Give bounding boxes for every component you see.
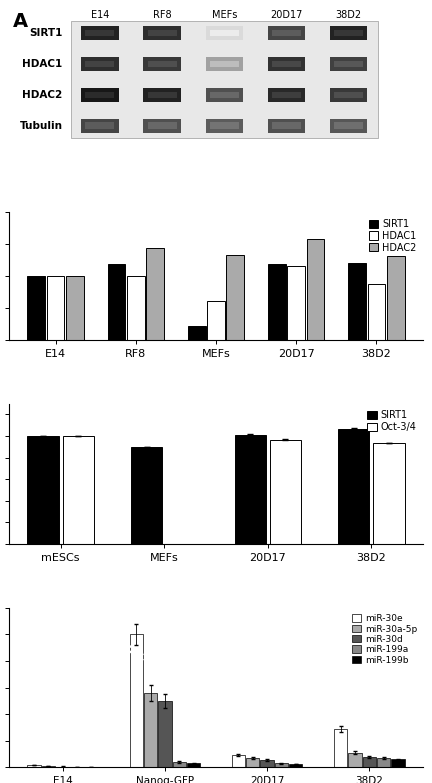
Bar	[368, 283, 385, 340]
Bar	[387, 256, 404, 340]
Bar	[127, 276, 145, 340]
Bar	[81, 119, 118, 132]
Bar	[226, 255, 244, 340]
Bar	[272, 92, 301, 98]
Bar	[275, 763, 288, 767]
Text: A: A	[13, 12, 28, 31]
Text: MEFs: MEFs	[212, 10, 237, 20]
Bar	[373, 443, 404, 783]
Bar	[148, 30, 177, 36]
Bar	[71, 21, 378, 138]
Bar	[272, 61, 301, 67]
Legend: SIRT1, Oct-3/4: SIRT1, Oct-3/4	[365, 409, 419, 435]
Bar	[158, 701, 172, 767]
Bar	[334, 122, 363, 129]
Bar	[307, 239, 324, 340]
Bar	[362, 756, 376, 767]
Bar	[268, 265, 286, 340]
Bar	[206, 119, 243, 132]
Bar	[272, 122, 301, 129]
Bar	[268, 57, 305, 71]
Bar	[330, 26, 367, 40]
Bar	[188, 326, 206, 340]
Bar	[187, 763, 200, 767]
Bar	[143, 26, 181, 40]
Bar	[289, 764, 302, 767]
Bar	[377, 758, 390, 767]
Bar	[210, 30, 239, 36]
Bar	[28, 436, 59, 783]
Bar	[130, 634, 143, 767]
Bar	[172, 762, 186, 767]
Bar	[235, 435, 266, 783]
Bar	[81, 88, 118, 102]
Bar	[28, 765, 41, 767]
Bar	[86, 92, 114, 98]
Bar	[348, 752, 362, 767]
Bar	[206, 57, 243, 71]
Bar	[206, 26, 243, 40]
Bar	[287, 266, 305, 340]
Bar	[210, 61, 239, 67]
Text: 20D17: 20D17	[270, 10, 303, 20]
Text: HDAC1: HDAC1	[22, 59, 63, 69]
Bar	[334, 92, 363, 98]
Text: RF8: RF8	[153, 10, 172, 20]
Bar	[86, 61, 114, 67]
Bar	[268, 119, 305, 132]
Bar	[81, 57, 118, 71]
Bar	[148, 122, 177, 129]
Bar	[338, 428, 369, 783]
Bar	[148, 61, 177, 67]
Text: SIRT1: SIRT1	[29, 28, 63, 38]
Bar	[348, 263, 366, 340]
Bar	[330, 119, 367, 132]
Bar	[86, 122, 114, 129]
Bar	[47, 276, 64, 340]
Bar	[86, 30, 114, 36]
Bar	[143, 119, 181, 132]
Bar	[246, 758, 260, 767]
Bar	[232, 756, 245, 767]
Text: 38D2: 38D2	[336, 10, 362, 20]
Bar	[206, 88, 243, 102]
Bar	[143, 88, 181, 102]
Bar	[334, 729, 347, 767]
Bar	[330, 88, 367, 102]
Bar	[210, 122, 239, 129]
Bar	[28, 276, 45, 340]
Bar	[330, 57, 367, 71]
Bar	[334, 30, 363, 36]
Bar	[81, 26, 118, 40]
Bar	[270, 440, 301, 783]
Bar	[143, 57, 181, 71]
Bar	[131, 447, 162, 783]
Bar	[207, 301, 225, 340]
Bar	[66, 276, 84, 340]
Bar	[108, 265, 125, 340]
Text: HDAC2: HDAC2	[22, 90, 63, 100]
Bar	[268, 26, 305, 40]
Bar	[63, 436, 94, 783]
Bar	[272, 30, 301, 36]
Legend: miR-30e, miR-30a-5p, miR-30d, miR-199a, miR-199b: miR-30e, miR-30a-5p, miR-30d, miR-199a, …	[350, 612, 419, 666]
Bar	[268, 88, 305, 102]
Legend: SIRT1, HDAC1, HDAC2: SIRT1, HDAC1, HDAC2	[367, 217, 419, 254]
Bar	[146, 247, 164, 340]
Bar	[210, 92, 239, 98]
Bar	[144, 693, 157, 767]
Text: E14: E14	[91, 10, 109, 20]
Bar	[42, 766, 55, 767]
Bar	[260, 760, 274, 767]
Bar	[334, 61, 363, 67]
Bar	[148, 92, 177, 98]
Bar	[391, 760, 404, 767]
Text: Tubulin: Tubulin	[19, 121, 63, 131]
